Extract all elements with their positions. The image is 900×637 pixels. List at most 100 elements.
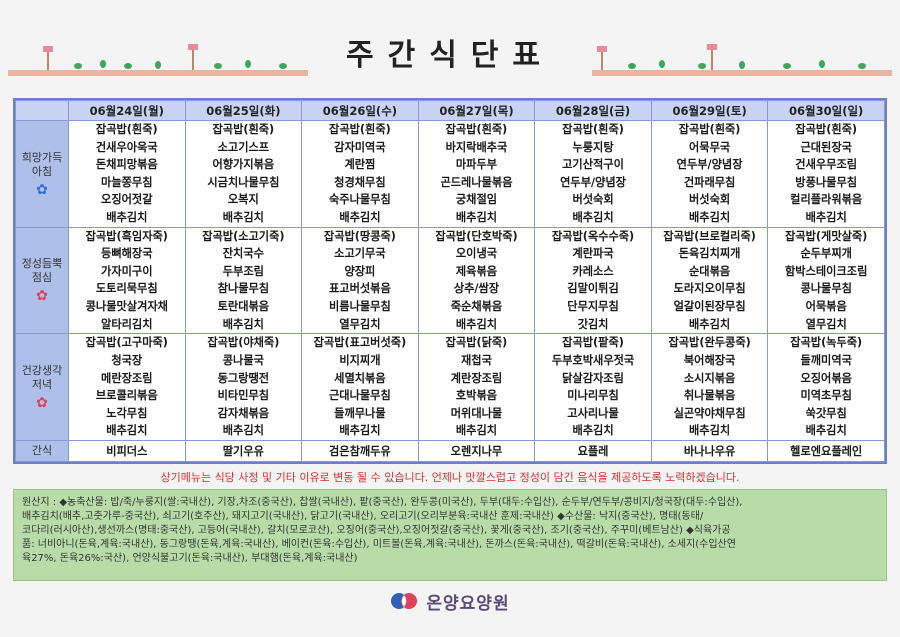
menu-item: 건새우무조림 <box>795 158 858 172</box>
menu-item: 잡곡밥(고구마죽) <box>85 336 168 350</box>
brand-name: 온양요양원 <box>426 593 510 614</box>
meal-row: 건강생각 저녁 ✿ 잡곡밥(고구마죽) 청국장 메란장조림 브로콜리볶음 노각무침 배추김치 잡곡… <box>15 333 885 441</box>
sprout-decoration-right <box>592 44 892 76</box>
menu-item: 배추김치 <box>222 317 264 331</box>
menu-cell: 잡곡밥(흰죽) 건새우아욱국 돈채피망볶음 마늘쫑무침 오징어젓갈 배추김치 <box>68 120 186 228</box>
menu-item: 고사리나물 <box>567 406 619 420</box>
flower-icon: ✿ <box>36 395 48 412</box>
menu-item: 도토리묵무침 <box>95 282 158 296</box>
menu-cell: 잡곡밥(고구마죽) 청국장 메란장조림 브로콜리볶음 노각무침 배추김치 <box>68 333 186 441</box>
day-header: 06월30일(일) <box>767 100 885 121</box>
meal-label-text: 저녁 <box>31 378 53 392</box>
menu-item: 토란대볶음 <box>217 300 270 314</box>
day-header: 06월26일(수) <box>301 100 419 121</box>
menu-cell: 잡곡밥(흰죽) 누룽지탕 고기산적구이 연두부/양념장 버섯숙회 배추김치 <box>534 120 652 228</box>
flower-icon: ✿ <box>36 181 48 198</box>
weekly-menu-table: 06월24일(월) 06월25일(화) 06월26일(수) 06월27일(목) … <box>13 98 887 464</box>
menu-cell: 잡곡밥(표고버섯죽) 비지찌개 세멸치볶음 근대나물무침 들깨무나물 배추김치 <box>301 333 419 441</box>
meal-row: 정성듬뿍 점심 ✿ 잡곡밥(흑임자죽) 등뼈해장국 가자미구이 도토리묵무침 콩나물맛살겨자채… <box>15 226 885 335</box>
menu-item: 잡곡밥(흑임자죽) <box>85 229 168 243</box>
menu-item: 청국장 <box>111 353 143 367</box>
menu-item: 연두부/양념장 <box>676 158 743 172</box>
snack-item: 요플레 <box>534 440 652 462</box>
menu-item: 바지락배추국 <box>445 140 508 154</box>
menu-item: 배추김치 <box>455 317 498 331</box>
meal-label-text: 점심 <box>31 271 53 285</box>
meal-label: 희망가득 아침 ✿ <box>15 120 69 228</box>
menu-item: 배추김치 <box>339 210 381 224</box>
menu-item: 김말이튀김 <box>567 282 619 296</box>
day-header: 06월27일(목) <box>417 100 536 121</box>
notice-text: 상기메뉴는 식당 사정 및 기타 이유로 변동 될 수 있습니다. 언제나 맛깔… <box>160 471 740 484</box>
menu-item: 감자미역국 <box>334 140 386 154</box>
menu-item: 배추김치 <box>689 424 731 438</box>
menu-item: 계란파국 <box>572 247 614 261</box>
menu-cell: 잡곡밥(완두콩죽) 북어해장국 소시지볶음 취나물볶음 실곤약야채무침 배추김치 <box>650 333 769 441</box>
menu-item: 알타리김치 <box>101 317 153 331</box>
menu-item: 근대된장국 <box>800 140 852 154</box>
menu-item: 배추김치 <box>689 317 731 331</box>
menu-item: 배추김치 <box>222 210 264 224</box>
menu-item: 배추김치 <box>572 210 614 224</box>
menu-item: 순두부찌개 <box>800 247 852 261</box>
snack-label: 간식 <box>15 440 69 462</box>
menu-cell: 잡곡밥(흰죽) 감자미역국 계란찜 청경채무침 숙주나물무침 배추김치 <box>301 120 419 228</box>
menu-item: 열무김치 <box>339 317 381 331</box>
menu-item: 잡곡밥(게맛살죽) <box>785 229 868 243</box>
menu-item: 얼갈이된장무침 <box>673 300 746 314</box>
menu-item: 건파래무침 <box>683 175 736 189</box>
meal-row: 희망가득 아침 ✿ 잡곡밥(흰죽) 건새우아욱국 돈채피망볶음 마늘쫑무침 오징어젓갈 배추김치… <box>15 120 885 228</box>
menu-item: 잡곡밥(땅콩죽) <box>323 229 396 243</box>
menu-item: 실곤약야채무침 <box>673 406 746 420</box>
menu-item: 잡곡밥(흰죽) <box>678 123 741 136</box>
menu-item: 돈육김치찌개 <box>678 247 741 261</box>
menu-item: 건새우아욱국 <box>95 140 158 154</box>
menu-item: 들깨미역국 <box>800 353 852 367</box>
menu-item: 잔치국수 <box>222 247 264 261</box>
menu-item: 미역초무침 <box>800 389 852 403</box>
snack-item: 딸기우유 <box>184 440 303 462</box>
menu-item: 카레소스 <box>572 264 614 278</box>
menu-cell: 잡곡밥(녹두죽) 들깨미역국 오징어볶음 미역초무침 쑥갓무침 배추김치 <box>767 333 885 441</box>
menu-item: 배추김치 <box>805 424 847 438</box>
origin-line: 품: 너비아니(돈육,계육:국내산), 동그랑땡(돈육,계육:국내산), 베이컨… <box>22 539 736 550</box>
snack-row: 간식 비피더스 딸기우유 검은참깨두유 오렌지나무 요플레 바나나우유 헬로엔요플레인 <box>15 440 885 462</box>
menu-item: 잡곡밥(녹두죽) <box>790 336 863 350</box>
menu-item: 잡곡밥(소고기죽) <box>202 229 285 243</box>
menu-item: 미나리무침 <box>567 389 619 403</box>
menu-cell: 잡곡밥(야채죽) 콩나물국 동그랑땡전 비타민무침 감자채볶음 배추김치 <box>184 333 303 441</box>
meal-label-text: 정성듬뿍 <box>21 257 63 271</box>
menu-item: 비타민무침 <box>217 389 270 403</box>
menu-item: 잡곡밥(단호박죽) <box>435 229 518 243</box>
menu-cell: 잡곡밥(흰죽) 어묵무국 연두부/양념장 건파래무침 버섯숙회 배추김치 <box>650 120 769 228</box>
menu-item: 제육볶음 <box>455 264 498 278</box>
menu-cell: 잡곡밥(브로컬리죽) 돈육김치찌개 순대볶음 도라지오이무침 얼갈이된장무침 배추김치 <box>650 226 769 335</box>
day-header: 06월24일(월) <box>68 100 186 121</box>
menu-item: 콩나물무침 <box>800 282 852 296</box>
menu-item: 누룽지탕 <box>572 140 614 154</box>
snack-item: 헬로엔요플레인 <box>767 440 885 462</box>
origin-line: 원산지 : ◆농축산물: 밥/죽/누룽지(쌀:국내산), 기장,차조(중국산),… <box>22 497 743 508</box>
menu-item: 가자미구이 <box>101 264 153 278</box>
menu-item: 갓김치 <box>577 317 609 331</box>
menu-item: 어향가지볶음 <box>212 158 275 172</box>
menu-item: 잡곡밥(브로컬리죽) <box>663 229 756 243</box>
menu-item: 배추김치 <box>106 210 148 224</box>
menu-item: 머위대나물 <box>450 406 503 420</box>
menu-item: 방풍나물무침 <box>795 175 858 189</box>
origin-line: 코다리(러시아산),생선까스(명태:중국산), 고등어(국내산), 갈치(모로코… <box>22 525 731 536</box>
menu-item: 배추김치 <box>805 210 847 224</box>
menu-item: 비름나물무침 <box>329 300 391 314</box>
menu-cell: 잡곡밥(단호박죽) 오이냉국 제육볶음 상추/쌈장 죽순채볶음 배추김치 <box>417 226 536 335</box>
menu-item: 버섯숙회 <box>572 193 614 207</box>
menu-item: 두부호박새우젓국 <box>551 353 635 367</box>
menu-item: 잡곡밥(흰죽) <box>329 123 391 136</box>
day-header: 06월25일(화) <box>184 100 303 121</box>
menu-item: 재첩국 <box>461 353 492 367</box>
menu-item: 호박볶음 <box>455 389 498 403</box>
menu-item: 잡곡밥(흰죽) <box>212 123 275 136</box>
origin-line: 육27%, 돈육26%:국산), 언양식불고기(돈육:국내산), 부대햄(돈육,… <box>22 553 358 564</box>
menu-item: 오복지 <box>227 193 259 207</box>
menu-item: 오징어젓갈 <box>101 193 153 207</box>
